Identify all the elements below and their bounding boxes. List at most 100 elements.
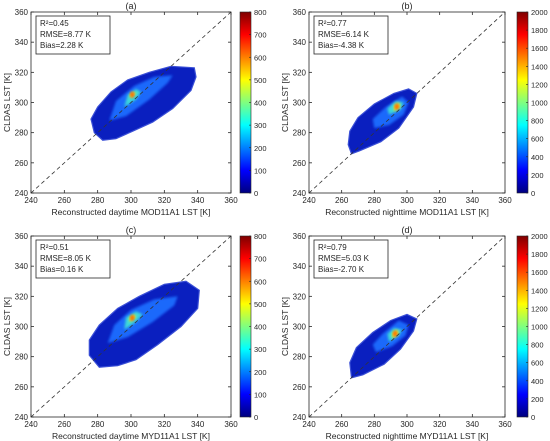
- x-tick-label: 340: [191, 420, 205, 429]
- stats-line-2: RMSE=8.77 K: [40, 30, 92, 39]
- colorbar-tick-label: 600: [531, 135, 544, 144]
- x-tick-label: 280: [368, 420, 382, 429]
- panel-subtitle: (a): [126, 1, 137, 11]
- y-tick-label: 260: [15, 159, 29, 168]
- colorbar-tick-label: 100: [254, 390, 267, 399]
- x-tick-label: 340: [191, 196, 205, 205]
- colorbar-tick-label: 200: [254, 144, 267, 153]
- density-cloud: [349, 313, 418, 379]
- scatter-panel-1: 240 260 280 300 320 340 360 240 260 280 300 320 340 3…: [2, 1, 267, 217]
- colorbar-tick-label: 1400: [531, 62, 548, 71]
- x-tick-label: 340: [466, 196, 480, 205]
- y-axis-label: CLDAS LST [K]: [2, 73, 12, 132]
- x-tick-label: 280: [91, 420, 105, 429]
- y-tick-label: 280: [293, 353, 307, 362]
- x-tick-label: 260: [335, 196, 349, 205]
- panel-subtitle: (c): [126, 225, 137, 235]
- y-tick-label: 300: [15, 99, 29, 108]
- stats-line-2: RMSE=6.14 K: [318, 30, 370, 39]
- x-tick-label: 320: [158, 196, 172, 205]
- one-to-one-line: [30, 235, 232, 418]
- x-tick-label: 320: [158, 420, 172, 429]
- y-axis-label: CLDAS LST [K]: [280, 73, 290, 132]
- one-to-one-line: [30, 11, 232, 194]
- x-tick-label: 280: [91, 196, 105, 205]
- x-axis-label: Reconstructed nighttime MYD11A1 LST [K]: [326, 431, 489, 441]
- x-tick-label: 260: [335, 420, 349, 429]
- density-core: [124, 88, 141, 107]
- x-tick-label: 360: [224, 420, 238, 429]
- y-tick-label: 280: [15, 353, 29, 362]
- colorbar-tick-label: 500: [254, 300, 267, 309]
- y-tick-label: 240: [293, 413, 307, 422]
- colorbar-tick-label: 0: [531, 413, 535, 422]
- y-tick-label: 340: [293, 262, 307, 271]
- x-tick-label: 260: [58, 420, 72, 429]
- scatter-panel-3: 240 260 280 300 320 340 360 240 260 280 300 320 340 3…: [2, 225, 267, 441]
- colorbar-tick-label: 400: [531, 377, 544, 386]
- colorbar-tick-label: 200: [531, 171, 544, 180]
- colorbar-tick-label: 700: [254, 255, 267, 264]
- x-tick-label: 360: [498, 196, 512, 205]
- colorbar-tick-label: 300: [254, 345, 267, 354]
- x-tick-label: 300: [124, 420, 138, 429]
- stats-line-1: R²=0.51: [40, 243, 69, 252]
- density-mid: [109, 75, 173, 121]
- colorbar-tick-label: 400: [531, 153, 544, 162]
- density-hotspot: [394, 103, 399, 110]
- colorbar-tick-label: 2000: [531, 232, 548, 241]
- scatter-panel-4: 240 260 280 300 320 340 360 240 260 280 300 320 340 3…: [280, 225, 548, 441]
- x-tick-label: 360: [498, 420, 512, 429]
- colorbar-tick-label: 0: [254, 413, 258, 422]
- panel-subtitle: (b): [402, 1, 413, 11]
- colorbar-tick-label: 500: [254, 76, 267, 85]
- y-tick-label: 360: [15, 232, 29, 241]
- y-tick-label: 360: [15, 8, 29, 17]
- density-cloud: [90, 65, 197, 141]
- colorbar-tick-label: 1800: [531, 26, 548, 35]
- colorbar-tick-label: 0: [531, 189, 535, 198]
- stats-box: [35, 15, 111, 55]
- one-to-one-line: [308, 11, 506, 194]
- y-axis-label: CLDAS LST [K]: [280, 297, 290, 356]
- y-axis-label: CLDAS LST [K]: [2, 297, 12, 356]
- y-tick-label: 300: [293, 323, 307, 332]
- x-tick-label: 240: [302, 196, 316, 205]
- colorbar-tick-label: 1000: [531, 323, 548, 332]
- x-tick-label: 300: [400, 420, 414, 429]
- stats-line-3: Bias=2.28 K: [40, 41, 84, 50]
- y-tick-label: 320: [293, 68, 307, 77]
- x-axis-label: Reconstructed nighttime MOD11A1 LST [K]: [325, 207, 489, 217]
- colorbar-tick-label: 1200: [531, 304, 548, 313]
- panel-subtitle: (d): [402, 225, 413, 235]
- colorbar-tick-label: 800: [254, 8, 267, 17]
- colorbar-tick-label: 2000: [531, 8, 548, 17]
- colorbar-tick-label: 1200: [531, 80, 548, 89]
- colorbar-tick-label: 600: [531, 359, 544, 368]
- colorbar-tick-label: 1400: [531, 286, 548, 295]
- colorbar-tick-label: 1600: [531, 44, 548, 53]
- colorbar-tick-label: 800: [531, 117, 544, 126]
- y-tick-label: 240: [15, 189, 29, 198]
- y-tick-label: 320: [293, 292, 307, 301]
- y-tick-label: 280: [293, 129, 307, 138]
- y-tick-label: 260: [293, 383, 307, 392]
- y-tick-label: 240: [15, 413, 29, 422]
- x-axis-label: Reconstructed daytime MYD11A1 LST [K]: [52, 431, 210, 441]
- y-tick-label: 320: [15, 68, 29, 77]
- y-tick-label: 300: [15, 323, 29, 332]
- x-tick-label: 260: [58, 196, 72, 205]
- y-tick-label: 340: [15, 38, 29, 47]
- scatter-panel-2: 240 260 280 300 320 340 360 240 260 280 300 320 340 3…: [280, 1, 548, 217]
- stats-line-3: Bias=0.16 K: [40, 265, 84, 274]
- x-axis-label: Reconstructed daytime MOD11A1 LST [K]: [52, 207, 211, 217]
- stats-line-3: Bias=-2.70 K: [318, 265, 365, 274]
- stats-box: [35, 239, 111, 279]
- colorbar-tick-label: 400: [254, 99, 267, 108]
- stats-line-2: RMSE=5.03 K: [318, 254, 370, 263]
- y-tick-label: 260: [293, 159, 307, 168]
- x-tick-label: 240: [24, 420, 38, 429]
- y-tick-label: 300: [293, 99, 307, 108]
- colorbar-tick-label: 1000: [531, 99, 548, 108]
